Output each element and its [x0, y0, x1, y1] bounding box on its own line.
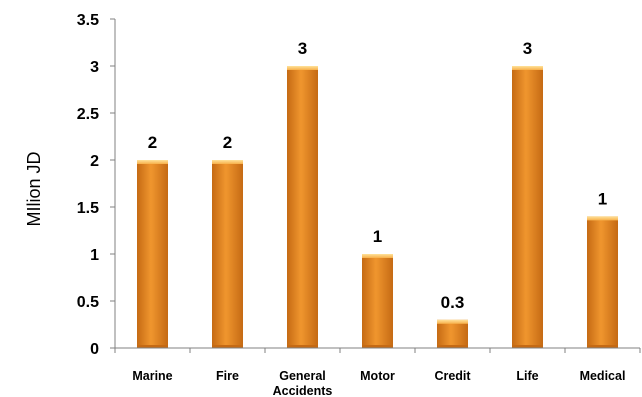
- x-category-label: Medical: [580, 369, 626, 383]
- data-label: 1: [598, 189, 607, 208]
- data-label: 0.3: [441, 293, 465, 312]
- bar: [212, 160, 243, 348]
- data-label: 2: [223, 133, 232, 152]
- data-label: 2: [148, 133, 157, 152]
- x-category-label: Credit: [434, 369, 471, 383]
- x-category-label: General Accidents: [273, 369, 333, 397]
- bar: [512, 66, 543, 348]
- y-tick-label: 1.5: [77, 200, 99, 217]
- y-tick-label: 2.5: [77, 106, 99, 123]
- bar: [362, 254, 393, 348]
- y-tick-label: 1: [90, 247, 99, 264]
- x-category-label: Motor: [360, 369, 395, 383]
- bar: [137, 160, 168, 348]
- y-tick-label: 3: [90, 59, 99, 76]
- y-tick-label: 3.5: [77, 12, 99, 29]
- y-axis-label: MIlion JD: [24, 151, 44, 226]
- x-category-label: Fire: [216, 369, 239, 383]
- x-category-label: Life: [516, 369, 538, 383]
- bar: [587, 216, 618, 348]
- data-label: 3: [298, 39, 307, 58]
- y-tick-label: 2: [90, 153, 99, 170]
- data-label: 3: [523, 39, 532, 58]
- bar: [287, 66, 318, 348]
- bar: [437, 319, 468, 348]
- y-tick-label: 0.5: [77, 294, 99, 311]
- y-tick-label: 0: [90, 341, 99, 358]
- data-label: 1: [373, 227, 382, 246]
- x-category-label: Marine: [132, 369, 172, 383]
